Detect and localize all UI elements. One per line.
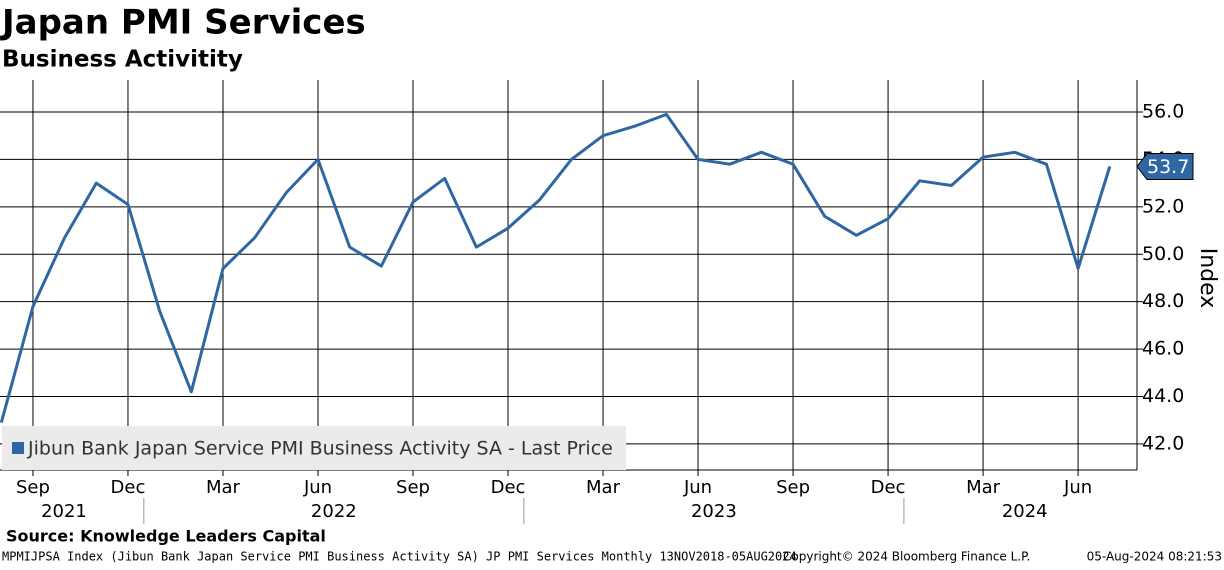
y-tick-label: 44.0 bbox=[1142, 385, 1184, 407]
x-tick-label: Sep bbox=[776, 477, 810, 498]
x-tick-label: Jun bbox=[683, 477, 712, 498]
last-value-tag bbox=[1136, 153, 1194, 181]
x-tick-label: Jun bbox=[1063, 477, 1092, 498]
source: Source: Knowledge Leaders Capital bbox=[6, 527, 326, 546]
x-tick-label: Dec bbox=[871, 477, 906, 498]
x-tick-label: Dec bbox=[111, 477, 146, 498]
series-line bbox=[0, 112, 1112, 423]
y-tick-label: 46.0 bbox=[1142, 338, 1184, 360]
y-tick-label: 56.0 bbox=[1142, 101, 1184, 123]
y-tick-label: 42.0 bbox=[1142, 432, 1184, 454]
y-tick-label: 48.0 bbox=[1142, 290, 1184, 312]
x-tick-label: Sep bbox=[16, 477, 50, 498]
legend-label: Jibun Bank Japan Service PMI Business Ac… bbox=[27, 438, 613, 460]
footer-left: MPMIJPSA Index (Jibun Bank Japan Service… bbox=[2, 550, 797, 564]
legend-box bbox=[2, 426, 626, 470]
x-year-label: 2021 bbox=[41, 501, 87, 522]
y-tick-label: 52.0 bbox=[1142, 195, 1184, 217]
last-value-label: 53.7 bbox=[1147, 156, 1189, 178]
chart-title: Japan PMI Services bbox=[0, 3, 366, 43]
x-year-label: 2023 bbox=[691, 501, 737, 522]
timestamp: 05-Aug-2024 08:21:53 bbox=[1087, 550, 1222, 564]
x-tick-label: Mar bbox=[206, 477, 241, 498]
y-axis-label: Index bbox=[1195, 248, 1220, 309]
x-tick-label: Mar bbox=[966, 477, 1001, 498]
x-tick-label: Sep bbox=[396, 477, 430, 498]
x-tick-label: Dec bbox=[491, 477, 526, 498]
x-year-label: 2022 bbox=[311, 501, 357, 522]
x-tick-label: Mar bbox=[586, 477, 621, 498]
legend-swatch bbox=[12, 442, 24, 454]
chart-subtitle: Business Activitity bbox=[2, 47, 243, 73]
x-tick-label: Jun bbox=[303, 477, 332, 498]
copyright: Copyright© 2024 Bloomberg Finance L.P. bbox=[783, 550, 1030, 564]
y-tick-label: 50.0 bbox=[1142, 243, 1184, 265]
x-year-label: 2024 bbox=[1002, 501, 1048, 522]
